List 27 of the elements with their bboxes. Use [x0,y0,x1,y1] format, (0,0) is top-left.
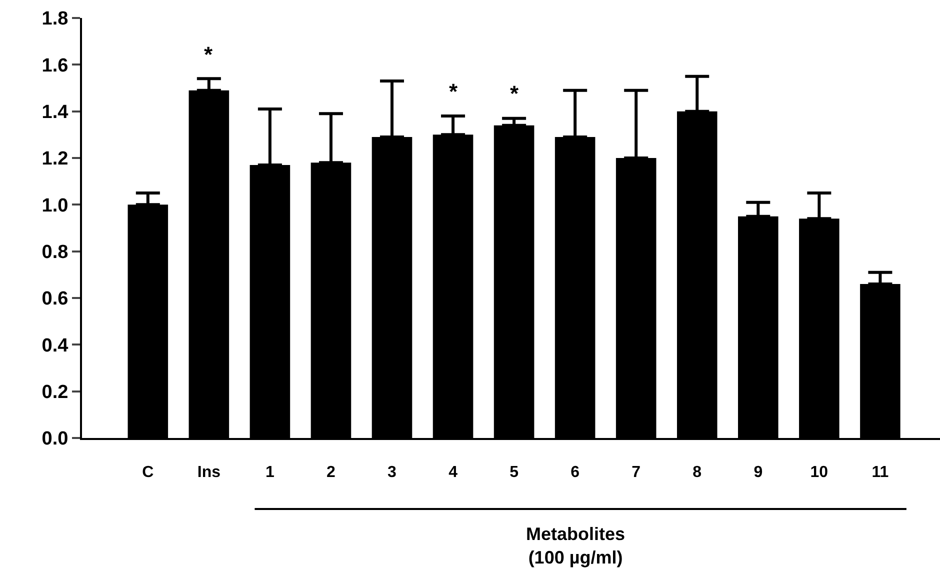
y-tick-label: 1.6 [42,55,68,76]
x-tick-label: 3 [388,464,397,482]
y-tick-label: 0.2 [42,382,68,403]
x-tick-label: 7 [632,464,641,482]
x-tick-label: 4 [448,464,458,482]
data-label: * [204,42,213,67]
y-tick-label: 1.2 [42,148,68,170]
data-label: * [510,81,519,106]
y-tick-label: 0.6 [42,288,68,310]
x-tick-label: 5 [510,464,519,482]
x-tick-label: 8 [692,464,702,482]
x-axis-title: Metabolites (100 µg/ml) [526,524,626,568]
x-tick-label: 6 [570,464,580,482]
data-label: * [449,79,458,104]
y-tick-label: 1.0 [42,195,68,216]
x-tick-label: 10 [810,464,828,482]
x-tick-label: 2 [326,464,336,482]
x-tick-label: 11 [872,464,889,482]
y-tick-label: 1.8 [42,8,68,30]
x-tick-label: Ins [197,464,221,482]
x-tick-label: 9 [754,464,763,482]
y-tick-label: 1.4 [42,102,69,123]
y-tick-label: 0.0 [42,428,68,450]
x-tick-label: 1 [265,464,274,482]
y-tick-label: 0.4 [42,335,69,356]
x-tick-label: C [142,464,154,482]
y-tick-label: 0.8 [42,242,68,263]
